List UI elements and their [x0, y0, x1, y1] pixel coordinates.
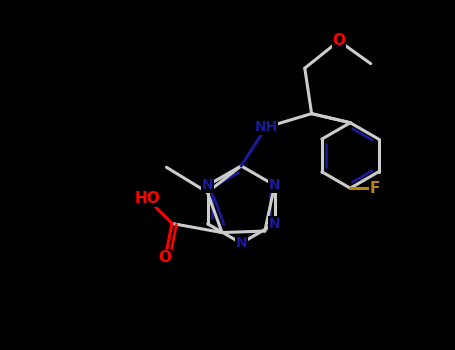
Text: NH: NH: [254, 120, 278, 134]
Text: HO: HO: [134, 191, 160, 206]
Text: N: N: [269, 178, 280, 192]
Text: O: O: [332, 33, 345, 48]
Text: F: F: [370, 181, 380, 196]
Text: O: O: [159, 250, 172, 265]
Text: N: N: [202, 178, 213, 192]
Text: N: N: [269, 217, 280, 231]
Text: N: N: [235, 236, 247, 250]
